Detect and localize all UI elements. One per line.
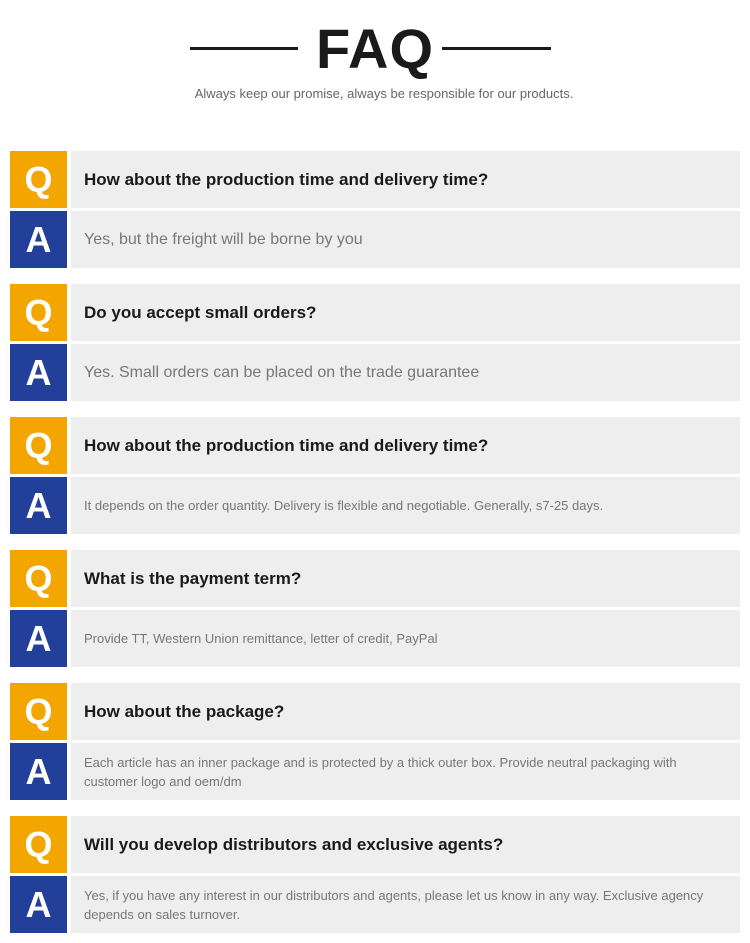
question-text: Do you accept small orders? xyxy=(84,302,317,322)
question-text: Will you develop distributors and exclus… xyxy=(84,834,504,854)
answer-badge: A xyxy=(10,344,67,401)
page-title: FAQ xyxy=(315,17,435,80)
question-text: What is the payment term? xyxy=(84,568,302,588)
answer-badge: A xyxy=(10,743,67,800)
answer-badge: A xyxy=(10,211,67,268)
question-badge: Q xyxy=(10,417,67,474)
question-row: How about the production time and delive… xyxy=(71,151,740,208)
answer-row: Yes. Small orders can be placed on the t… xyxy=(71,344,740,401)
faq-item: Q How about the package? A Each article … xyxy=(10,683,740,800)
question-row: What is the payment term? xyxy=(71,550,740,607)
faq-item: Q Do you accept small orders? A Yes. Sma… xyxy=(10,284,740,401)
title-line-left xyxy=(190,47,298,50)
page-subtitle: Always keep our promise, always be respo… xyxy=(194,86,574,101)
answer-row: Provide TT, Western Union remittance, le… xyxy=(71,610,740,667)
question-badge: Q xyxy=(10,151,67,208)
faq-item: Q How about the production time and deli… xyxy=(10,417,740,534)
question-text: How about the package? xyxy=(84,701,285,721)
answer-text: Yes. Small orders can be placed on the t… xyxy=(84,364,480,381)
question-badge: Q xyxy=(10,550,67,607)
answer-text: Each article has an inner package and is… xyxy=(84,754,677,789)
faq-item: Q What is the payment term? A Provide TT… xyxy=(10,550,740,667)
question-row: Will you develop distributors and exclus… xyxy=(71,816,740,873)
title-line-right xyxy=(442,47,551,50)
question-row: How about the package? xyxy=(71,683,740,740)
answer-text: It depends on the order quantity. Delive… xyxy=(84,498,604,513)
answer-text: Yes, but the freight will be borne by yo… xyxy=(84,231,363,248)
faq-item: Q How about the production time and deli… xyxy=(10,151,740,268)
answer-badge: A xyxy=(10,610,67,667)
question-badge: Q xyxy=(10,816,67,873)
answer-row: Yes, if you have any interest in our dis… xyxy=(71,876,740,933)
question-text: How about the production time and delive… xyxy=(84,169,489,189)
answer-badge: A xyxy=(10,876,67,933)
answer-text: Yes, if you have any interest in our dis… xyxy=(84,887,704,922)
faq-item: Q Will you develop distributors and excl… xyxy=(10,816,740,933)
question-badge: Q xyxy=(10,683,67,740)
answer-text: Provide TT, Western Union remittance, le… xyxy=(84,631,438,646)
question-text: How about the production time and delive… xyxy=(84,435,489,455)
answer-badge: A xyxy=(10,477,67,534)
answer-row: Yes, but the freight will be borne by yo… xyxy=(71,211,740,268)
question-badge: Q xyxy=(10,284,67,341)
answer-row: It depends on the order quantity. Delive… xyxy=(71,477,740,534)
question-row: How about the production time and delive… xyxy=(71,417,740,474)
answer-row: Each article has an inner package and is… xyxy=(71,743,740,800)
question-row: Do you accept small orders? xyxy=(71,284,740,341)
